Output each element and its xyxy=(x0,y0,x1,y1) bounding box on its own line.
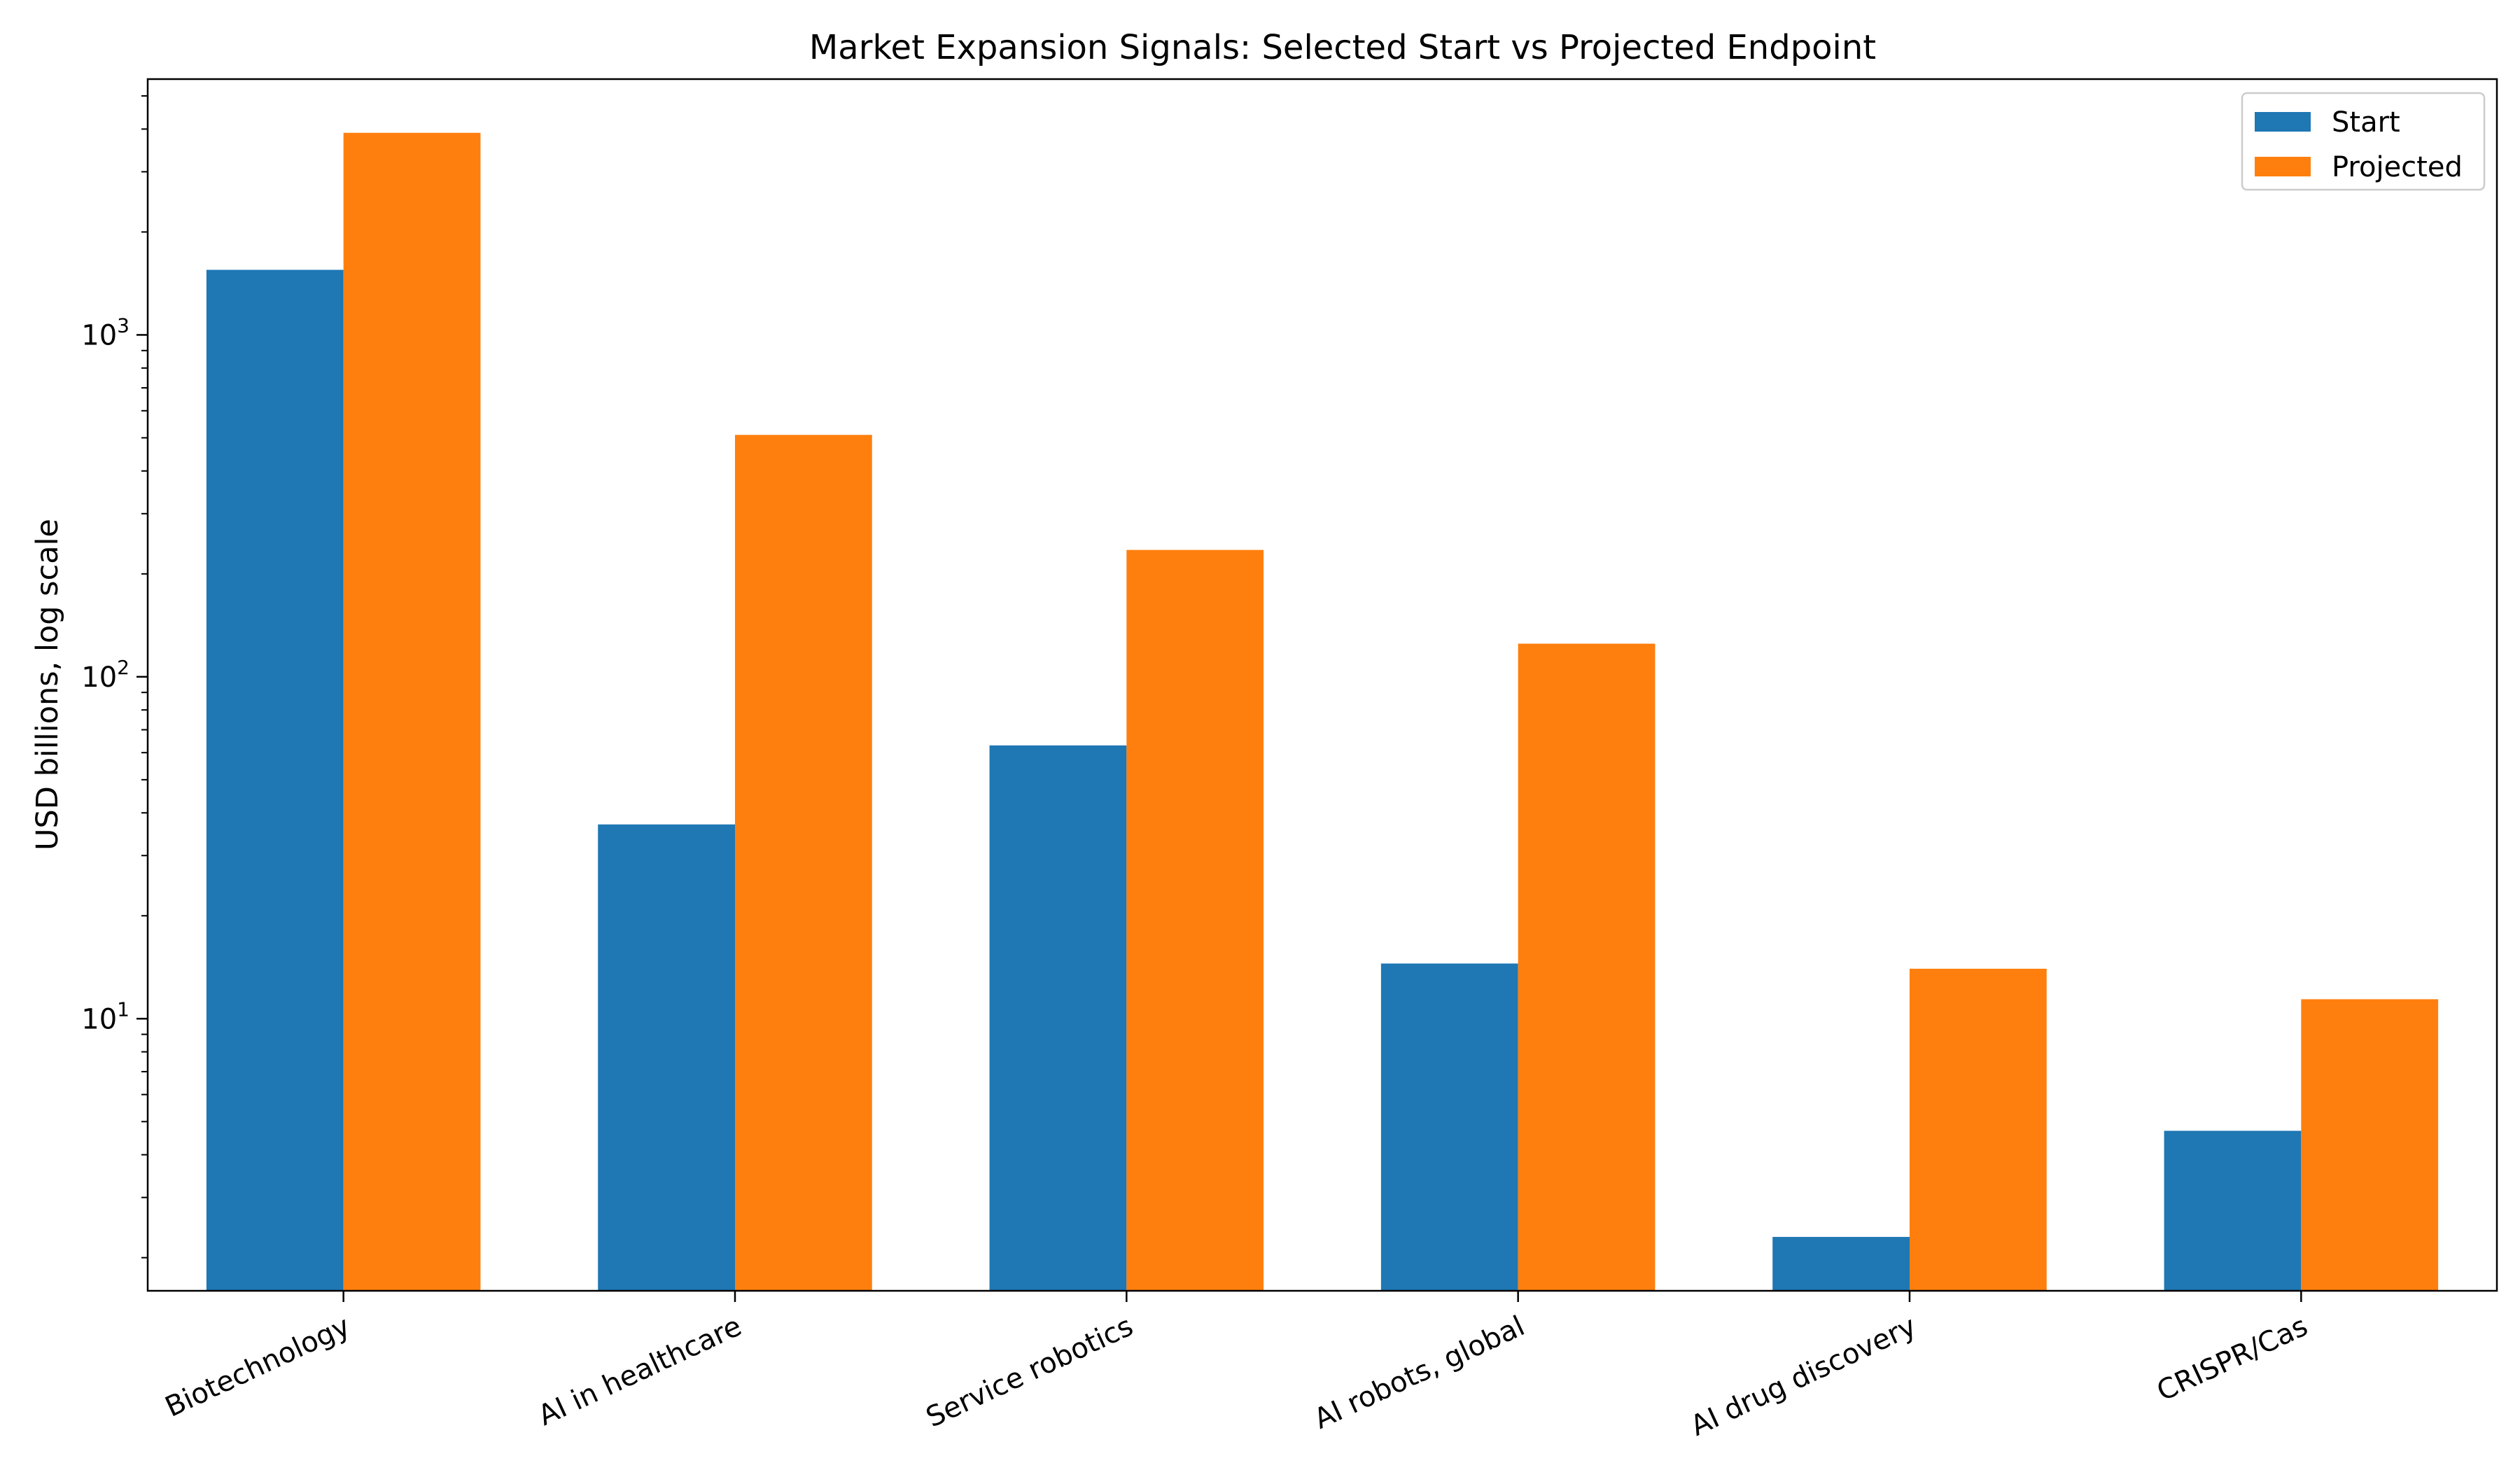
bar-start-2 xyxy=(989,745,1127,1291)
bar-start-5 xyxy=(2164,1130,2302,1291)
x-axis-ticks: Biotechnology AI in healthcare Service rob… xyxy=(160,1291,2313,1443)
bar-start-4 xyxy=(1772,1237,1910,1291)
x-tick-label-0: Biotechnology xyxy=(160,1310,355,1423)
x-tick-label-1: AI in healthcare xyxy=(533,1310,746,1432)
y-axis-label: USD billions, log scale xyxy=(30,519,65,850)
y-tick-label-2: 103 xyxy=(81,314,130,351)
legend-swatch-start xyxy=(2255,112,2311,132)
legend-label-start: Start xyxy=(2332,106,2400,139)
legend: Start Projected xyxy=(2241,92,2486,191)
bar-projected-0 xyxy=(343,132,481,1292)
plot-area-frame xyxy=(146,78,2498,1292)
x-tick-label-5: CRISPR/Cas xyxy=(2152,1310,2312,1408)
bar-start-0 xyxy=(206,270,344,1291)
x-tick-label-2: Service robotics xyxy=(921,1310,1138,1434)
bar-projected-2 xyxy=(1126,550,1264,1291)
chart-title: Market Expansion Signals: Selected Start… xyxy=(809,28,1876,67)
bar-projected-1 xyxy=(735,435,872,1291)
bar-start-1 xyxy=(598,824,735,1291)
y-tick-label-0: 101 xyxy=(81,997,130,1035)
x-tick-label-4: AI drug discovery xyxy=(1686,1310,1921,1442)
bar-start-3 xyxy=(1380,963,1518,1291)
bars-layer xyxy=(206,132,2439,1292)
legend-label-projected: Projected xyxy=(2332,151,2463,183)
bar-projected-3 xyxy=(1518,643,1656,1291)
bar-projected-4 xyxy=(1910,968,2047,1291)
x-tick-label-3: AI robots, global xyxy=(1309,1310,1530,1435)
bar-projected-5 xyxy=(2301,999,2439,1291)
y-axis-ticks: 101 102 103 xyxy=(81,95,148,1259)
legend-swatch-projected xyxy=(2255,157,2311,176)
y-tick-label-1: 102 xyxy=(81,656,130,694)
